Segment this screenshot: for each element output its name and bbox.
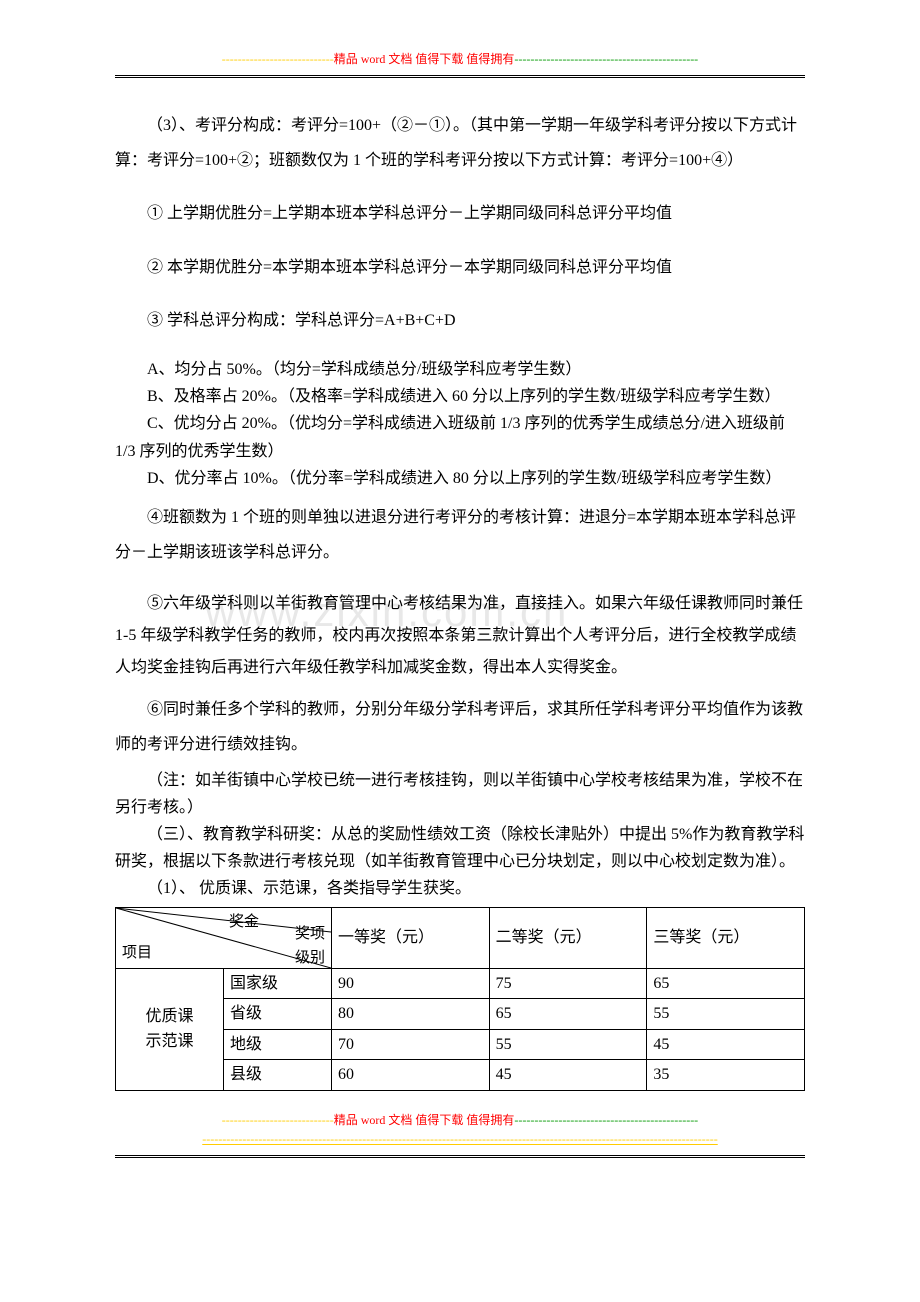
- header-rule: [115, 75, 805, 78]
- value-cell: 70: [332, 1029, 490, 1060]
- value-cell: 55: [489, 1029, 647, 1060]
- award-table: 奖金 奖项 级别 项目 一等奖（元） 二等奖（元） 三等奖（元） 优质课 示范课…: [115, 907, 805, 1091]
- item-3: ③ 学科总评分构成：学科总评分=A+B+C+D: [115, 303, 805, 338]
- diag-top-right: 奖项: [295, 922, 325, 946]
- footer-decoration-1: ----------------------------精品 word 文档 值…: [115, 1111, 805, 1128]
- section-3-1: （1）、 优质课、示范课，各类指导学生获奖。: [115, 875, 805, 902]
- item-1: ① 上学期优胜分=上学期本班本学科总评分－上学期同级同科总评分平均值: [115, 196, 805, 231]
- item-5: ⑤六年级学科则以羊街教育管理中心考核结果为准，直接挂入。如果六年级任课教师同时兼…: [115, 588, 805, 684]
- value-cell: 60: [332, 1060, 490, 1091]
- diag-money: 奖金: [229, 910, 259, 934]
- value-cell: 65: [647, 968, 805, 999]
- footer-dash-right: ----------------------------------------…: [514, 1113, 698, 1127]
- footer-decoration-2: ----------------------------------------…: [115, 1132, 805, 1147]
- level-cell: 省级: [224, 999, 332, 1030]
- item-B: B、及格率占 20%。（及格率=学科成绩进入 60 分以上序列的学生数/班级学科…: [115, 383, 805, 410]
- col-third-prize: 三等奖（元）: [647, 907, 805, 968]
- footer-dash-left: ----------------------------: [222, 1113, 334, 1127]
- col-second-prize: 二等奖（元）: [489, 907, 647, 968]
- section-3: （三）、教育教学科研奖：从总的奖励性绩效工资（除校长津贴外）中提出 5%作为教育…: [115, 821, 805, 875]
- document-content: （3）、考评分构成：考评分=100+（②－①）。（其中第一学期一年级学科考评分按…: [115, 108, 805, 1091]
- value-cell: 75: [489, 968, 647, 999]
- footer-underline-dashes: ----------------------------------------…: [202, 1132, 718, 1146]
- table-header-row: 奖金 奖项 级别 项目 一等奖（元） 二等奖（元） 三等奖（元）: [116, 907, 805, 968]
- note: （注：如羊街镇中心学校已统一进行考核挂钩，则以羊街镇中心学校考核结果为准，学校不…: [115, 767, 805, 821]
- level-cell: 县级: [224, 1060, 332, 1091]
- category-cell: 优质课 示范课: [116, 968, 224, 1090]
- level-cell: 国家级: [224, 968, 332, 999]
- value-cell: 65: [489, 999, 647, 1030]
- content-wrapper: www.zixin.com.cn （3）、考评分构成：考评分=100+（②－①）…: [115, 108, 805, 1091]
- value-cell: 45: [647, 1029, 805, 1060]
- value-cell: 35: [647, 1060, 805, 1091]
- value-cell: 55: [647, 999, 805, 1030]
- item-4: ④班额数为 1 个班的则单独以进退分进行考评分的考核计算：进退分=本学期本班本学…: [115, 500, 805, 570]
- table-diagonal-header: 奖金 奖项 级别 项目: [116, 907, 332, 968]
- table-row: 优质课 示范课 国家级 90 75 65: [116, 968, 805, 999]
- item-6: ⑥同时兼任多个学科的教师，分别分年级分学科考评后，求其所任学科考评分平均值作为该…: [115, 692, 805, 762]
- col-first-prize: 一等奖（元）: [332, 907, 490, 968]
- value-cell: 80: [332, 999, 490, 1030]
- diag-bottom-left: 项目: [122, 941, 152, 965]
- level-cell: 地级: [224, 1029, 332, 1060]
- item-C: C、优均分占 20%。（优均分=学科成绩进入班级前 1/3 序列的优秀学生成绩总…: [115, 410, 805, 464]
- header-dash-left: ----------------------------: [222, 52, 334, 66]
- header-text: 精品 word 文档 值得下载 值得拥有: [334, 52, 515, 66]
- value-cell: 45: [489, 1060, 647, 1091]
- header-decoration: ----------------------------精品 word 文档 值…: [115, 50, 805, 67]
- value-cell: 90: [332, 968, 490, 999]
- footer-rule: [115, 1155, 805, 1158]
- paragraph-3: （3）、考评分构成：考评分=100+（②－①）。（其中第一学期一年级学科考评分按…: [115, 108, 805, 178]
- item-A: A、均分占 50%。（均分=学科成绩总分/班级学科应考学生数）: [115, 356, 805, 383]
- diag-mid-right: 级别: [295, 946, 325, 970]
- item-2: ② 本学期优胜分=本学期本班本学科总评分－本学期同级同科总评分平均值: [115, 250, 805, 285]
- footer-text: 精品 word 文档 值得下载 值得拥有: [334, 1113, 515, 1127]
- abcd-block: A、均分占 50%。（均分=学科成绩总分/班级学科应考学生数） B、及格率占 2…: [115, 356, 805, 492]
- header-dash-right: ----------------------------------------…: [514, 52, 698, 66]
- item-D: D、优分率占 10%。（优分率=学科成绩进入 80 分以上序列的学生数/班级学科…: [115, 465, 805, 492]
